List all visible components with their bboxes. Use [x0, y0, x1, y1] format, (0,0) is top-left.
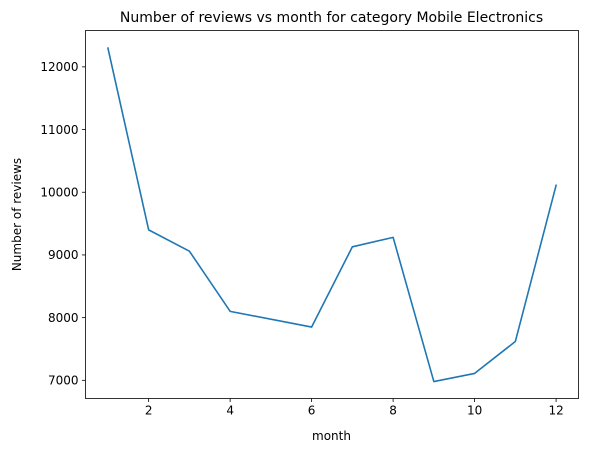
y-tick-label: 7000 [48, 374, 79, 388]
series-line-0 [106, 47, 558, 383]
x-tick-label: 12 [548, 404, 563, 418]
series-layer [106, 47, 558, 383]
x-tick-label: 10 [467, 404, 482, 418]
y-tick-label: 10000 [40, 186, 78, 200]
x-tick-label: 4 [226, 404, 234, 418]
x-tick-label: 6 [308, 404, 316, 418]
plot-area [85, 30, 579, 399]
x-axis-label: month [312, 429, 351, 443]
chart-title: Number of reviews vs month for category … [120, 10, 543, 26]
x-tick-label: 8 [389, 404, 397, 418]
y-tick-label: 8000 [48, 311, 79, 325]
y-tick-label: 11000 [40, 123, 78, 137]
y-tick-label: 9000 [48, 248, 79, 262]
x-axis: 2 4 6 8 10 12 [145, 398, 564, 418]
y-axis-label: Number of reviews [10, 158, 24, 271]
x-tick-label: 2 [145, 404, 153, 418]
plot-frame [85, 30, 579, 399]
y-axis: 7000 8000 9000 10000 11000 12000 [40, 60, 86, 388]
y-tick-label: 12000 [40, 60, 78, 74]
